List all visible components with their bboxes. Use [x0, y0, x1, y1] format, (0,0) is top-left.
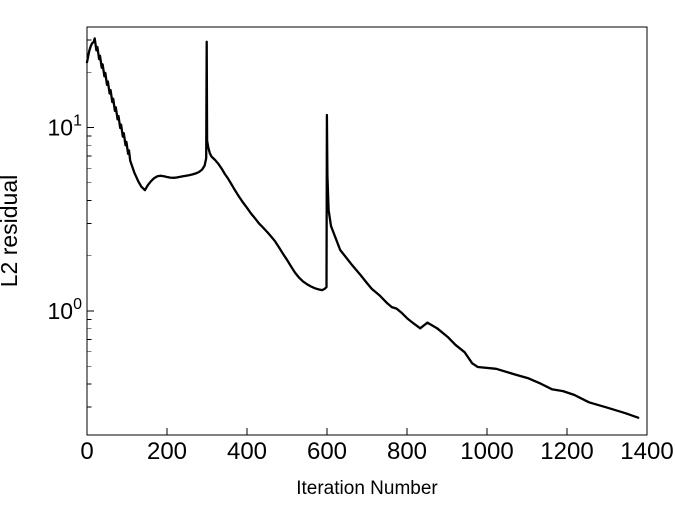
svg-text:800: 800	[387, 438, 427, 465]
svg-text:1000: 1000	[460, 438, 513, 465]
svg-text:1400: 1400	[620, 438, 673, 465]
svg-text:Iteration Number: Iteration Number	[296, 478, 438, 499]
svg-text:101: 101	[48, 113, 83, 141]
svg-text:1200: 1200	[540, 438, 593, 465]
svg-text:400: 400	[227, 438, 267, 465]
svg-text:100: 100	[48, 296, 83, 324]
svg-text:600: 600	[307, 438, 347, 465]
svg-text:L2 residual: L2 residual	[0, 175, 22, 288]
svg-text:200: 200	[147, 438, 187, 465]
svg-text:0: 0	[80, 438, 93, 465]
